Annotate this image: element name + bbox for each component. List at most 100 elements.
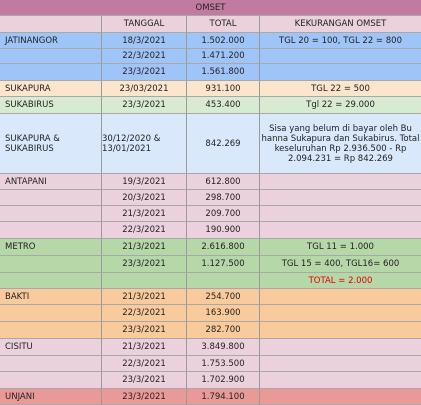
cell-name[interactable]: ANTAPANI — [0, 174, 102, 190]
cell-total[interactable]: 1.794.100 — [187, 389, 260, 405]
cell-name[interactable]: SUKAPURA — [0, 81, 102, 97]
table-row: METRO 21/3/2021 2.616.800 TGL 11 = 1.000 — [0, 239, 421, 256]
cell-tanggal[interactable]: 21/3/2021 — [102, 206, 187, 222]
cell-name[interactable] — [0, 273, 102, 289]
cell-kekurangan[interactable] — [260, 49, 421, 64]
cell-name[interactable]: BAKTI — [0, 289, 102, 305]
cell-total[interactable]: 254.700 — [187, 289, 260, 305]
title-row: OMSET — [0, 0, 421, 16]
cell-kekurangan[interactable] — [260, 190, 421, 206]
cell-name[interactable] — [0, 222, 102, 239]
cell-total[interactable]: 3.849.800 — [187, 339, 260, 356]
table-row: 23/3/2021 1.561.800 — [0, 64, 421, 81]
cell-total[interactable]: 931.100 — [187, 81, 260, 97]
cell-name[interactable] — [0, 372, 102, 389]
cell-tanggal[interactable]: 18/3/2021 — [102, 33, 187, 49]
cell-total[interactable]: 453.400 — [187, 97, 260, 114]
cell-kekurangan[interactable] — [260, 339, 421, 356]
table-row: 22/3/2021 163.900 — [0, 305, 421, 322]
cell-tanggal[interactable]: 21/3/2021 — [102, 239, 187, 256]
cell-name[interactable] — [0, 305, 102, 322]
cell-tanggal[interactable]: 22/3/2021 — [102, 356, 187, 372]
cell-kekurangan[interactable] — [260, 372, 421, 389]
table-row: 23/3/2021 1.702.900 — [0, 372, 421, 389]
cell-total[interactable]: 282.700 — [187, 322, 260, 339]
cell-total[interactable]: 2.616.800 — [187, 239, 260, 256]
table-row: SUKAPURA & SUKABIRUS 30/12/2020 & 13/01/2… — [0, 114, 421, 174]
cell-name[interactable]: METRO — [0, 239, 102, 256]
cell-name[interactable] — [0, 206, 102, 222]
cell-kekurangan[interactable]: Tgl 22 = 29.000 — [260, 97, 421, 114]
cell-name[interactable]: CISITU — [0, 339, 102, 356]
cell-total[interactable]: 842.269 — [187, 114, 260, 174]
table-row: JATINANGOR 18/3/2021 1.502.000 TGL 20 = 100… — [0, 33, 421, 49]
table-title: OMSET — [195, 2, 226, 13]
cell-tanggal[interactable]: 23/3/2021 — [102, 322, 187, 339]
cell-name[interactable] — [0, 356, 102, 372]
cell-total[interactable]: 298.700 — [187, 190, 260, 206]
cell-name[interactable] — [0, 190, 102, 206]
cell-tanggal[interactable]: 23/3/2021 — [102, 64, 187, 81]
cell-total[interactable]: 612.800 — [187, 174, 260, 190]
cell-name[interactable] — [0, 256, 102, 273]
cell-kekurangan[interactable] — [260, 206, 421, 222]
cell-kekurangan[interactable] — [260, 356, 421, 372]
cell-kekurangan[interactable] — [260, 305, 421, 322]
cell-total[interactable]: 1.561.800 — [187, 64, 260, 81]
cell-name[interactable]: SUKAPURA & SUKABIRUS — [0, 114, 102, 174]
cell-kekurangan[interactable] — [260, 289, 421, 305]
cell-total[interactable]: 209.700 — [187, 206, 260, 222]
table-row: 23/3/2021 1.127.500 TGL 15 = 400, TGL16= 6… — [0, 256, 421, 273]
cell-kekurangan[interactable] — [260, 174, 421, 190]
header-total[interactable]: TOTAL — [187, 16, 260, 33]
cell-name[interactable]: JATINANGOR — [0, 33, 102, 49]
cell-tanggal[interactable]: 22/3/2021 — [102, 222, 187, 239]
cell-kekurangan[interactable] — [260, 64, 421, 81]
cell-name[interactable]: UNJANI — [0, 389, 102, 405]
cell-tanggal[interactable]: 22/3/2021 — [102, 49, 187, 64]
header-tanggal[interactable]: TANGGAL — [102, 16, 187, 33]
cell-tanggal[interactable]: 20/3/2021 — [102, 190, 187, 206]
cell-total[interactable]: 1.127.500 — [187, 256, 260, 273]
cell-name[interactable] — [0, 64, 102, 81]
cell-tanggal[interactable] — [102, 273, 187, 289]
cell-tanggal[interactable]: 19/3/2021 — [102, 174, 187, 190]
cell-tanggal[interactable]: 23/03/2021 — [102, 81, 187, 97]
header-name[interactable] — [0, 16, 102, 33]
cell-total[interactable] — [187, 273, 260, 289]
table-row: 22/3/2021 1.753.500 — [0, 356, 421, 372]
table-row: BAKTI 21/3/2021 254.700 — [0, 289, 421, 305]
cell-total[interactable]: 1.702.900 — [187, 372, 260, 389]
cell-kekurangan[interactable]: TOTAL = 2.000 — [260, 273, 421, 289]
table-row: 23/3/2021 282.700 — [0, 322, 421, 339]
cell-total[interactable]: 163.900 — [187, 305, 260, 322]
cell-kekurangan[interactable]: TGL 22 = 500 — [260, 81, 421, 97]
cell-tanggal[interactable]: 23/3/2021 — [102, 256, 187, 273]
cell-tanggal[interactable]: 23/3/2021 — [102, 372, 187, 389]
cell-tanggal[interactable]: 22/3/2021 — [102, 305, 187, 322]
table-row: CISITU 21/3/2021 3.849.800 — [0, 339, 421, 356]
cell-tanggal[interactable]: 21/3/2021 — [102, 339, 187, 356]
cell-kekurangan[interactable] — [260, 322, 421, 339]
table-row: 22/3/2021 190.900 — [0, 222, 421, 239]
cell-kekurangan[interactable] — [260, 389, 421, 405]
cell-name[interactable]: SUKABIRUS — [0, 97, 102, 114]
cell-tanggal[interactable]: 23/3/2021 — [102, 97, 187, 114]
cell-kekurangan[interactable] — [260, 222, 421, 239]
cell-name[interactable] — [0, 322, 102, 339]
header-kekurangan-omset[interactable]: KEKURANGAN OMSET — [260, 16, 421, 33]
table-row: UNJANI 23/3/2021 1.794.100 — [0, 389, 421, 405]
cell-total[interactable]: 1.753.500 — [187, 356, 260, 372]
cell-kekurangan[interactable]: TGL 11 = 1.000 — [260, 239, 421, 256]
cell-tanggal[interactable]: 23/3/2021 — [102, 389, 187, 405]
cell-tanggal[interactable]: 30/12/2020 & 13/01/2021 — [102, 114, 187, 174]
cell-total[interactable]: 1.471.200 — [187, 49, 260, 64]
cell-kekurangan[interactable]: TGL 15 = 400, TGL16= 600 — [260, 256, 421, 273]
cell-tanggal[interactable]: 21/3/2021 — [102, 289, 187, 305]
cell-total[interactable]: 190.900 — [187, 222, 260, 239]
cell-name[interactable] — [0, 49, 102, 64]
cell-total[interactable]: 1.502.000 — [187, 33, 260, 49]
title-cell[interactable]: OMSET — [0, 0, 421, 16]
cell-kekurangan[interactable]: Sisa yang belum di bayar oleh Bu hanna S… — [260, 114, 421, 174]
cell-kekurangan[interactable]: TGL 20 = 100, TGL 22 = 800 — [260, 33, 421, 49]
